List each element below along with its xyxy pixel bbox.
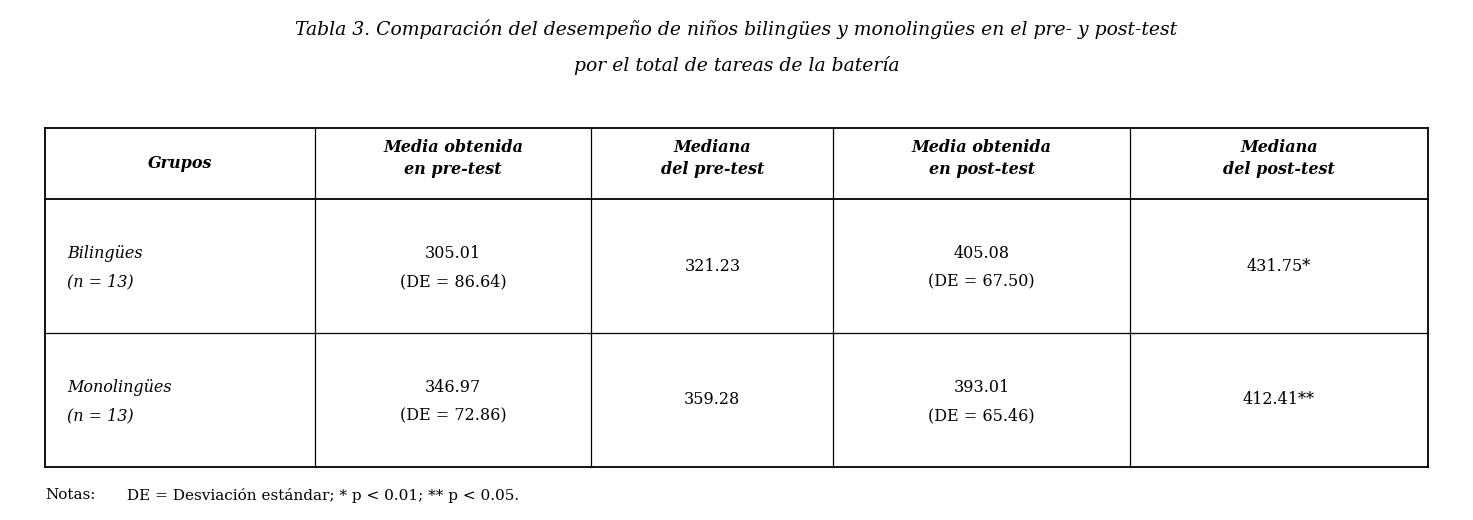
Text: Mediana
del post-test: Mediana del post-test	[1223, 139, 1335, 178]
Text: Media obtenida
en pre-test: Media obtenida en pre-test	[383, 139, 523, 178]
Text: (DE = 67.50): (DE = 67.50)	[928, 273, 1036, 290]
Text: 321.23: 321.23	[685, 258, 741, 275]
Text: Tabla 3. Comparación del desempeño de niños bilingües y monolingües en el pre- y: Tabla 3. Comparación del desempeño de ni…	[296, 19, 1177, 39]
Text: (DE = 86.64): (DE = 86.64)	[399, 273, 507, 290]
Text: por el total de tareas de la batería: por el total de tareas de la batería	[574, 56, 899, 75]
Text: Mediana
del pre-test: Mediana del pre-test	[660, 139, 764, 178]
Text: (n = 13): (n = 13)	[68, 407, 134, 424]
Text: 412.41**: 412.41**	[1243, 392, 1315, 409]
Text: 393.01: 393.01	[953, 379, 1010, 396]
Text: Media obtenida
en post-test: Media obtenida en post-test	[912, 139, 1052, 178]
Text: 346.97: 346.97	[426, 379, 482, 396]
Text: (DE = 72.86): (DE = 72.86)	[399, 407, 507, 424]
Text: Bilingües: Bilingües	[68, 245, 143, 262]
Text: 305.01: 305.01	[426, 245, 482, 262]
Text: Monolingües: Monolingües	[68, 379, 172, 396]
Text: (n = 13): (n = 13)	[68, 273, 134, 290]
Text: 359.28: 359.28	[683, 392, 741, 409]
Text: Grupos: Grupos	[147, 155, 212, 172]
Text: Notas:: Notas:	[46, 488, 96, 502]
Text: DE = Desviación estándar; * p < 0.01; ** p < 0.05.: DE = Desviación estándar; * p < 0.01; **…	[122, 488, 518, 502]
Text: 405.08: 405.08	[955, 245, 1010, 262]
Text: 431.75*: 431.75*	[1246, 258, 1311, 275]
Text: (DE = 65.46): (DE = 65.46)	[928, 407, 1036, 424]
